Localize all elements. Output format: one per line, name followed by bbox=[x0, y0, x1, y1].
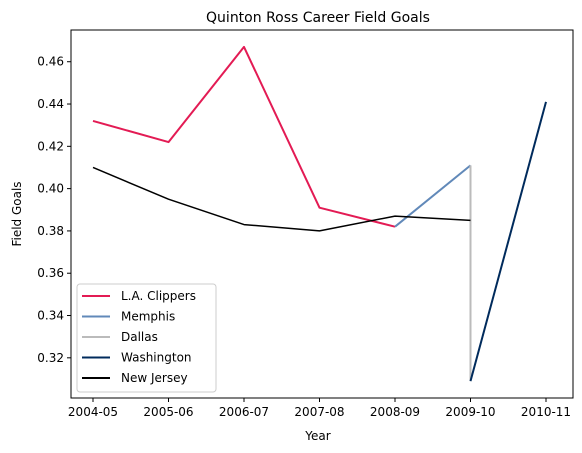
chart-title: Quinton Ross Career Field Goals bbox=[206, 10, 430, 26]
series-line-washington bbox=[469, 101, 547, 382]
legend-label-memphis: Memphis bbox=[121, 310, 175, 324]
legend-label-new-jersey: New Jersey bbox=[121, 371, 188, 385]
plot-frame bbox=[70, 29, 574, 399]
x-tick-label: 2010-11 bbox=[521, 405, 571, 419]
y-tick-label: 0.36 bbox=[37, 266, 64, 280]
legend-label-dallas: Dallas bbox=[121, 330, 158, 344]
y-tick-label: 0.42 bbox=[37, 139, 64, 153]
legend-label-washington: Washington bbox=[121, 351, 192, 365]
series-line-l-a-clippers bbox=[92, 45, 396, 228]
plot-area bbox=[92, 45, 547, 382]
y-tick-label: 0.38 bbox=[37, 224, 64, 238]
x-axis: 2004-05 2005-06 2006-07 2007-08 2008-09 2009-… bbox=[68, 398, 571, 419]
legend-label-l-a-clippers: L.A. Clippers bbox=[121, 289, 196, 303]
x-tick-label: 2008-09 bbox=[370, 405, 420, 419]
y-tick-label: 0.34 bbox=[37, 309, 64, 323]
x-axis-label: Year bbox=[304, 429, 330, 443]
legend-box bbox=[76, 283, 217, 393]
x-tick-label: 2004-05 bbox=[68, 405, 118, 419]
series-line-new-jersey bbox=[92, 166, 471, 232]
x-tick-label: 2006-07 bbox=[219, 405, 269, 419]
x-tick-label: 2007-08 bbox=[294, 405, 344, 419]
y-tick-label: 0.40 bbox=[37, 182, 64, 196]
y-tick-label: 0.32 bbox=[37, 351, 64, 365]
y-axis: 0.32 0.34 0.36 0.38 0.40 0.42 0.44 0.46 bbox=[37, 55, 71, 365]
y-tick-label: 0.44 bbox=[37, 97, 64, 111]
y-tick-label: 0.46 bbox=[37, 55, 64, 69]
legend: L.A. Clippers Memphis Dallas Washington New … bbox=[76, 283, 217, 393]
x-tick-label: 2009-10 bbox=[445, 405, 495, 419]
x-tick-label: 2005-06 bbox=[143, 405, 193, 419]
y-axis-label: Field Goals bbox=[10, 181, 24, 246]
